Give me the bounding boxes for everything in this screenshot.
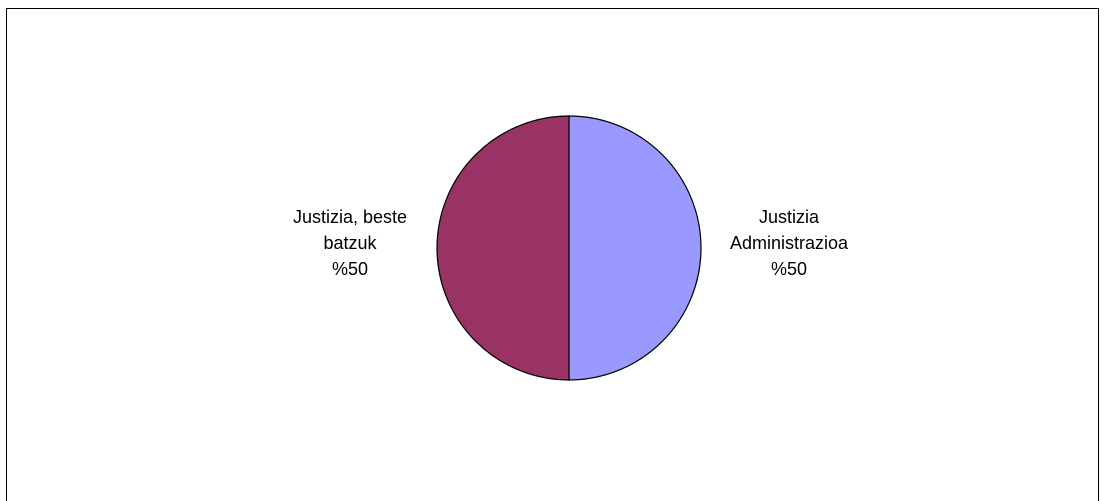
pie-slice-1 xyxy=(436,115,570,381)
slice-label-line: batzuk xyxy=(323,233,377,253)
slice-label-percent: %50 xyxy=(331,259,369,279)
slice-label-line: Justizia, beste xyxy=(292,207,408,227)
pie-slice-0 xyxy=(568,115,702,381)
slice-label-line: Administrazioa xyxy=(729,233,849,253)
slice-label-justizia-beste-batzuk: Justizia, beste batzuk %50 xyxy=(240,204,460,282)
slice-label-justizia-administrazioa: Justizia Administrazioa %50 xyxy=(679,204,899,282)
slice-label-line: Justizia xyxy=(758,207,820,227)
slice-label-percent: %50 xyxy=(770,259,808,279)
